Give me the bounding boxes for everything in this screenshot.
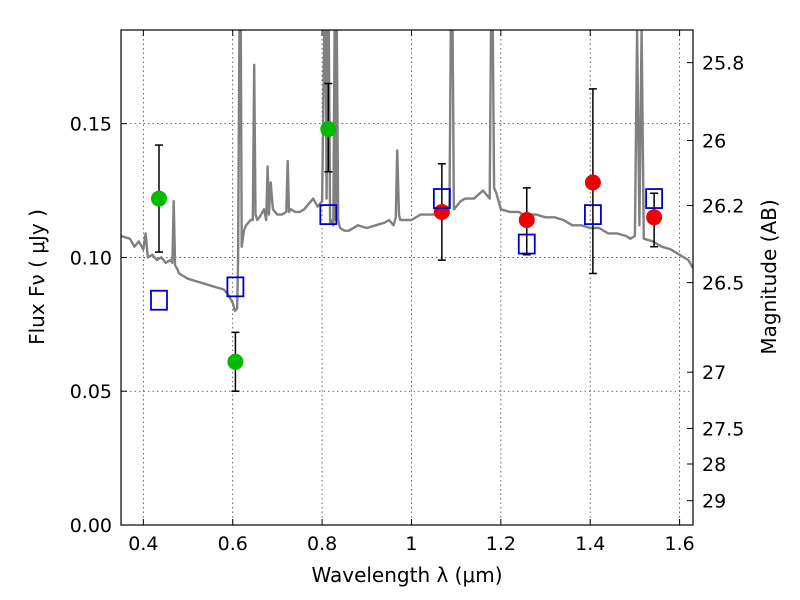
x-axis-label: Wavelength λ (μm) (311, 563, 502, 587)
data-point-open-square (319, 204, 338, 226)
y2-axis-label: Magnitude (AB) (757, 199, 781, 354)
model-spectrum-line (121, 30, 693, 313)
y2-tick-label: 27.5 (702, 418, 744, 440)
y-tick-label: 0.00 (70, 515, 112, 537)
y2-axis-ticks: 25.8 26 26.2 26.5 27 27.5 28 29 (687, 53, 744, 513)
data-point-circle (584, 174, 601, 191)
x-tick-label: 0.4 (128, 533, 158, 555)
data-point-open-square (432, 188, 451, 209)
data-point-open-square (584, 204, 602, 226)
x-tick-label: 1.2 (486, 533, 516, 555)
x-axis-ticks: 0.4 0.6 0.8 1 1.2 1.4 1.6 (128, 30, 695, 555)
data-point-circle (227, 353, 244, 370)
plot-frame (120, 29, 694, 526)
y2-tick-label: 26 (702, 131, 726, 153)
y2-tick-label: 26.2 (702, 196, 744, 218)
data-point-circle (646, 209, 663, 226)
x-tick-label: 0.8 (307, 533, 337, 555)
y2-tick-label: 29 (702, 491, 726, 513)
y-axis-label: Flux Fν ( μJy ) (25, 209, 49, 345)
data-point-open-square (150, 289, 168, 311)
y-tick-label: 0.15 (70, 114, 112, 136)
data-point-open-square (226, 276, 245, 298)
y-tick-label: 0.05 (70, 381, 112, 403)
data-point-circle (518, 211, 535, 228)
y2-tick-label: 26.5 (702, 273, 744, 295)
data-markers (150, 82, 664, 392)
y2-tick-label: 25.8 (702, 53, 744, 75)
y2-tick-label: 28 (702, 454, 726, 476)
x-tick-label: 1 (405, 533, 417, 555)
x-tick-label: 0.6 (218, 533, 248, 555)
data-point-open-square (645, 188, 664, 209)
y2-tick-label: 27 (702, 362, 726, 384)
data-point-circle (150, 190, 167, 207)
y-axis-ticks: 0.00 0.05 0.10 0.15 (70, 114, 127, 537)
data-point-circle (320, 121, 337, 137)
data-point-open-square (517, 233, 536, 255)
x-tick-label: 1.6 (664, 533, 694, 555)
y-tick-label: 0.10 (70, 247, 112, 269)
data-point-circle (433, 203, 450, 220)
x-tick-label: 1.4 (575, 533, 605, 555)
model-spectrum-layer (121, 30, 693, 313)
